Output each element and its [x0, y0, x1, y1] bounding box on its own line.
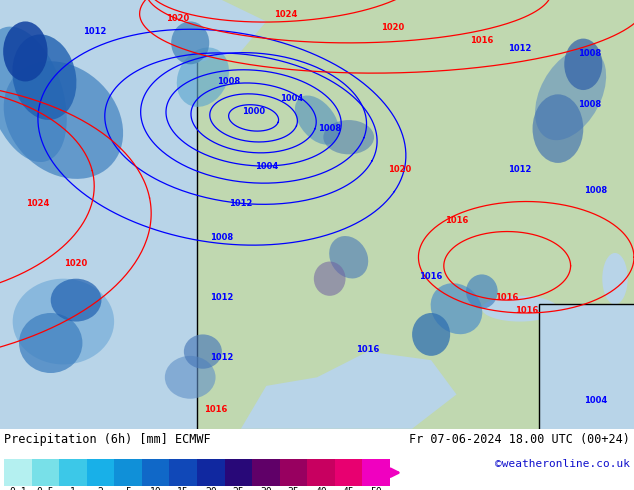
Text: 5: 5 [125, 487, 131, 490]
Ellipse shape [535, 49, 606, 140]
Text: 2: 2 [98, 487, 103, 490]
Text: 1024: 1024 [27, 199, 49, 208]
Text: 1016: 1016 [515, 306, 538, 315]
Bar [363, 460, 390, 486]
Bar [307, 460, 335, 486]
Text: 1020: 1020 [382, 23, 404, 32]
Text: 1012: 1012 [230, 199, 252, 208]
Bar [197, 460, 224, 486]
Ellipse shape [3, 22, 48, 81]
Ellipse shape [13, 279, 114, 365]
Ellipse shape [165, 356, 216, 399]
Text: 1008: 1008 [318, 124, 341, 133]
Text: 1004: 1004 [585, 396, 607, 405]
Bar [224, 460, 252, 486]
Ellipse shape [602, 253, 628, 304]
FancyBboxPatch shape [0, 0, 197, 433]
Ellipse shape [323, 120, 374, 154]
Text: 1008: 1008 [217, 76, 240, 86]
Text: 1012: 1012 [508, 165, 531, 173]
Text: 1016: 1016 [470, 36, 493, 45]
Text: 0.1: 0.1 [9, 487, 27, 490]
Text: 1012: 1012 [84, 27, 107, 36]
Text: 1008: 1008 [585, 186, 607, 195]
Bar [114, 460, 142, 486]
Text: 20: 20 [205, 487, 217, 490]
Text: 15: 15 [178, 487, 189, 490]
Ellipse shape [482, 296, 558, 321]
Ellipse shape [177, 48, 229, 107]
Ellipse shape [412, 313, 450, 356]
Ellipse shape [533, 95, 583, 163]
Text: 1020: 1020 [388, 165, 411, 173]
Text: 1000: 1000 [242, 107, 265, 116]
Text: 1016: 1016 [356, 344, 379, 354]
Ellipse shape [51, 279, 101, 321]
Ellipse shape [4, 61, 123, 179]
Text: 1008: 1008 [578, 49, 601, 58]
Polygon shape [241, 352, 456, 429]
Text: 1008: 1008 [210, 233, 233, 242]
Ellipse shape [430, 283, 482, 334]
Ellipse shape [329, 236, 368, 278]
Text: 1024: 1024 [274, 10, 297, 19]
Ellipse shape [0, 26, 67, 162]
Polygon shape [127, 0, 266, 64]
Text: 0.5: 0.5 [37, 487, 54, 490]
Text: 1004: 1004 [280, 94, 303, 103]
Text: 1020: 1020 [65, 259, 87, 268]
Text: 1016: 1016 [420, 271, 443, 281]
Bar [87, 460, 114, 486]
Bar [335, 460, 363, 486]
Text: 35: 35 [288, 487, 299, 490]
Bar [59, 460, 87, 486]
Ellipse shape [12, 34, 77, 120]
Ellipse shape [19, 313, 82, 373]
Text: Fr 07-06-2024 18.00 UTC (00+24): Fr 07-06-2024 18.00 UTC (00+24) [409, 433, 630, 446]
Text: 25: 25 [233, 487, 244, 490]
Text: 1020: 1020 [166, 14, 189, 24]
Text: 1: 1 [70, 487, 76, 490]
Text: 10: 10 [150, 487, 162, 490]
Text: 1016: 1016 [496, 293, 519, 302]
Text: 1012: 1012 [210, 293, 233, 302]
Ellipse shape [171, 22, 209, 64]
Text: 1008: 1008 [578, 100, 601, 109]
Text: 1016: 1016 [204, 405, 227, 414]
Text: 1012: 1012 [508, 45, 531, 53]
Text: 1016: 1016 [445, 216, 468, 225]
Text: Precipitation (6h) [mm] ECMWF: Precipitation (6h) [mm] ECMWF [4, 433, 210, 446]
Text: 1004: 1004 [255, 162, 278, 171]
Bar [142, 460, 169, 486]
Ellipse shape [466, 274, 498, 309]
Ellipse shape [314, 262, 346, 296]
FancyBboxPatch shape [539, 304, 634, 433]
Text: 45: 45 [343, 487, 354, 490]
Bar [4, 460, 32, 486]
Text: 40: 40 [315, 487, 327, 490]
Bar [280, 460, 307, 486]
Text: 30: 30 [260, 487, 272, 490]
Ellipse shape [184, 334, 222, 369]
Bar [32, 460, 59, 486]
Text: 1012: 1012 [210, 353, 233, 362]
Bar [169, 460, 197, 486]
Text: ©weatheronline.co.uk: ©weatheronline.co.uk [495, 459, 630, 469]
Text: 50: 50 [370, 487, 382, 490]
Bar [252, 460, 280, 486]
Ellipse shape [295, 96, 339, 145]
Ellipse shape [564, 39, 602, 90]
